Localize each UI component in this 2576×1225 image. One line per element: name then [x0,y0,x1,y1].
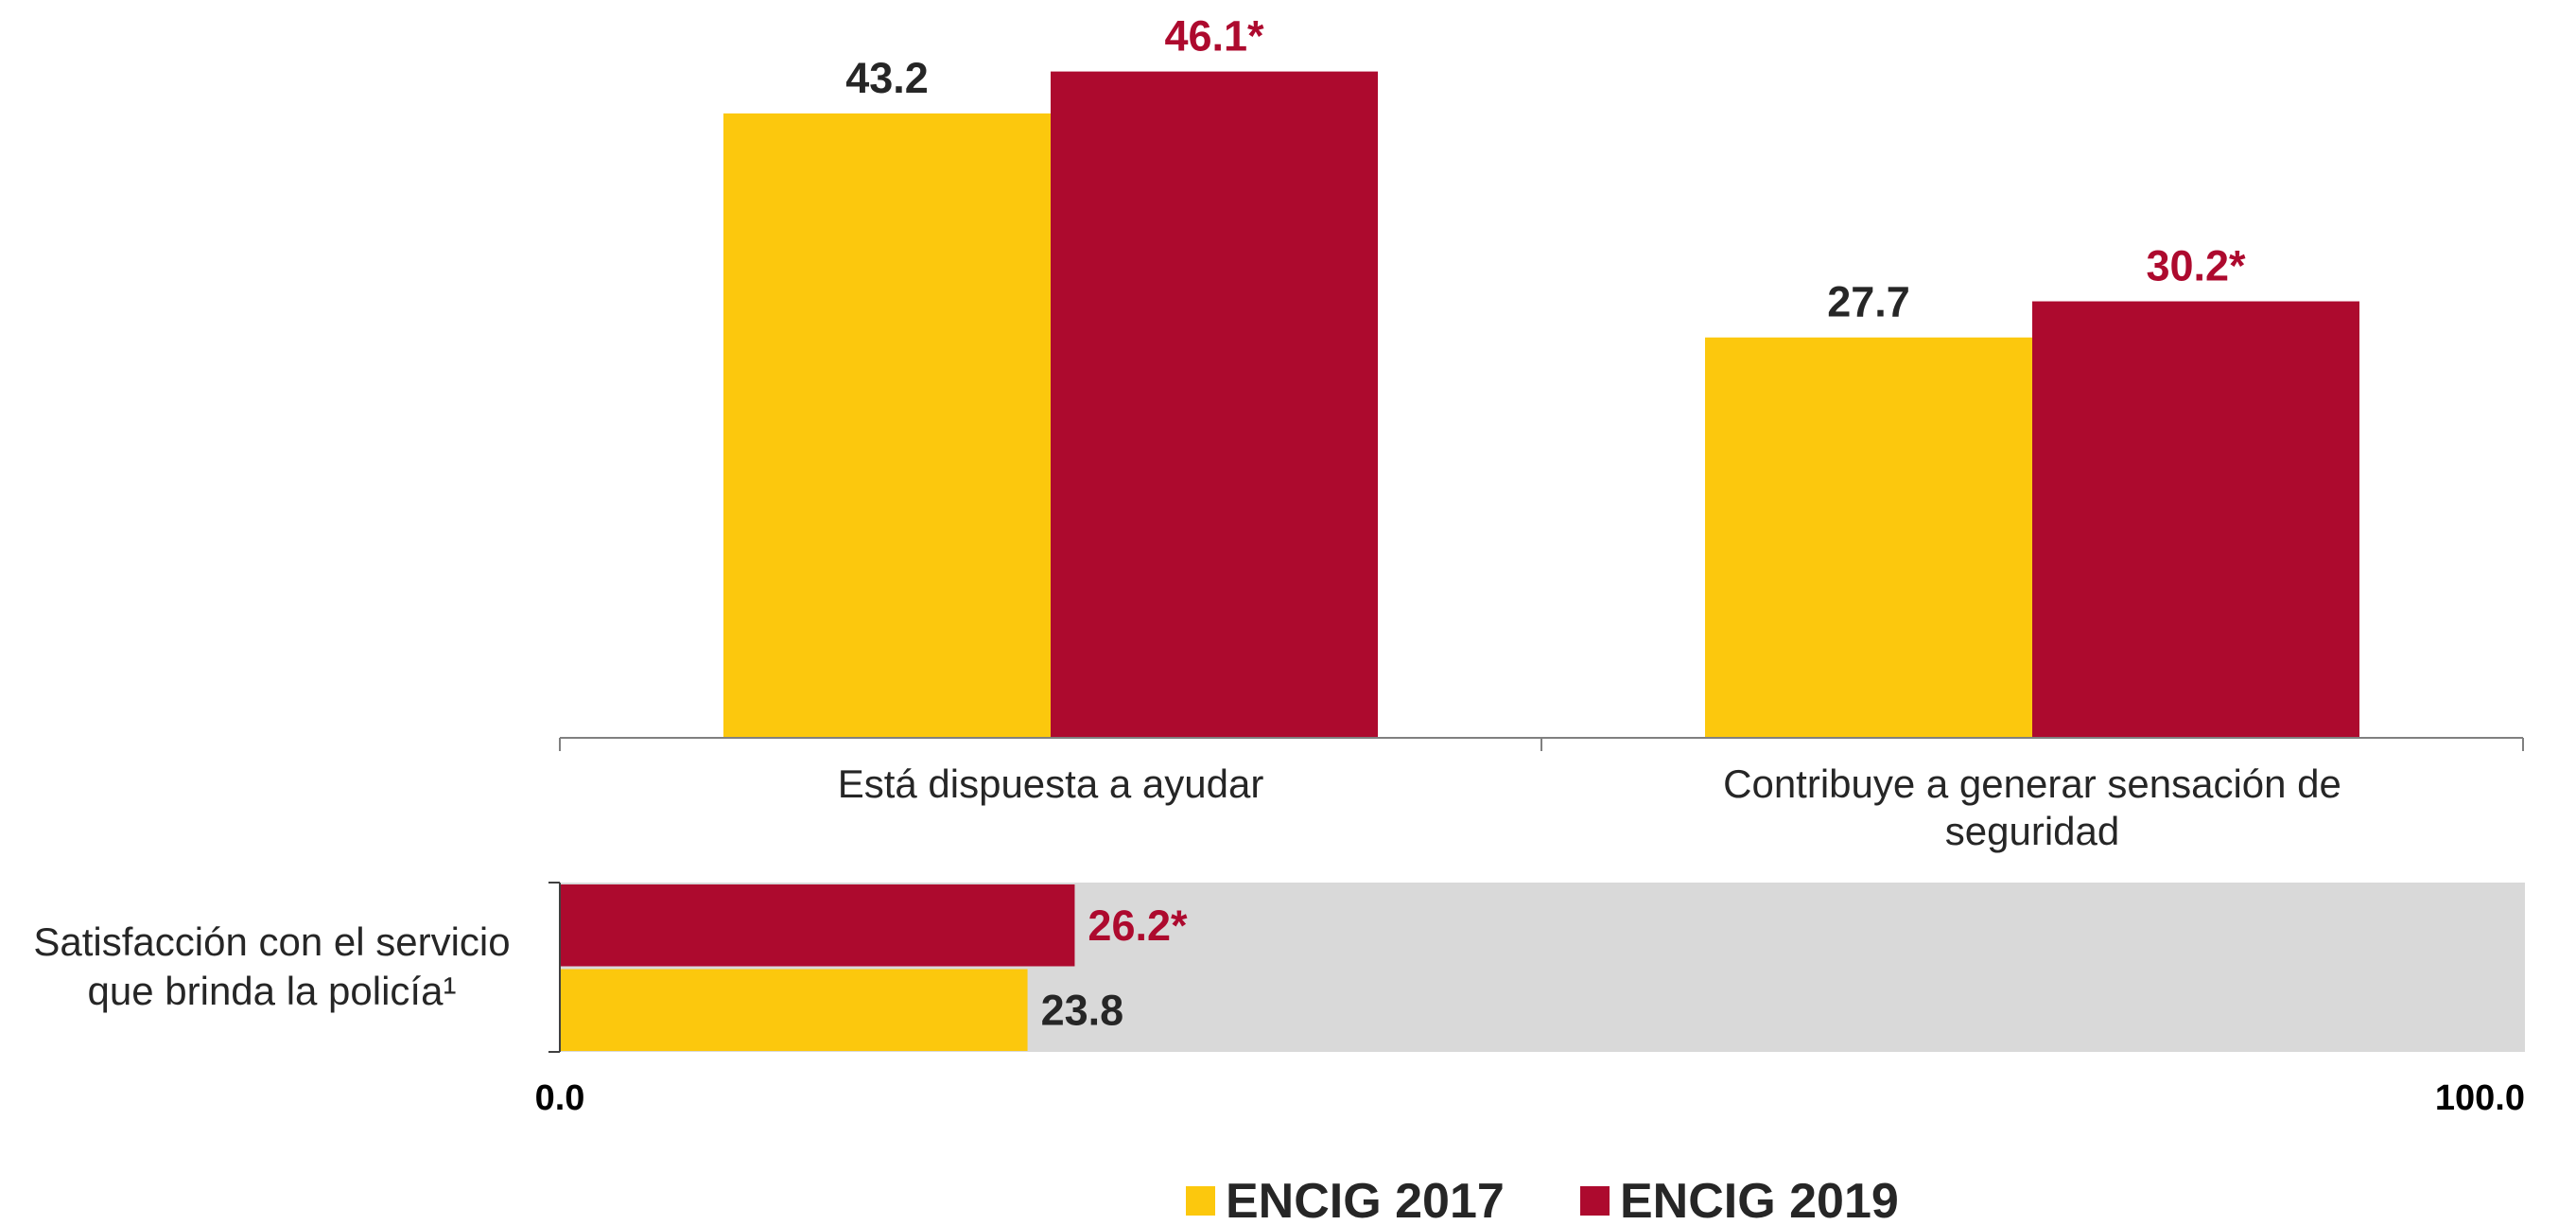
x-tick-label: Contribuye a generar sensación de seguri… [1723,761,2341,853]
bar [560,969,1028,1051]
legend-swatch [1186,1186,1215,1216]
x-tick-label: 0.0 [535,1078,585,1118]
bar [2032,301,2359,738]
bar [560,884,1075,967]
legend-label: ENCIG 2017 [1226,1174,1505,1225]
legend-swatch [1580,1186,1610,1216]
y-tick-label: Satisfacción con el servicio que brinda … [33,919,511,1013]
data-label: 23.8 [1041,986,1124,1034]
data-label: 30.2* [2146,242,2246,290]
data-label: 26.2* [1088,901,1188,950]
data-label: 27.7 [1827,278,1910,326]
bar [1051,71,1378,739]
data-label: 43.2 [845,54,929,102]
x-tick-label: Está dispuesta a ayudar [837,761,1264,806]
legend-label: ENCIG 2019 [1620,1174,1899,1225]
data-label: 46.1* [1164,12,1264,61]
x-tick-label: 100.0 [2435,1078,2525,1118]
bar [723,113,1051,739]
bar [1705,337,2032,738]
